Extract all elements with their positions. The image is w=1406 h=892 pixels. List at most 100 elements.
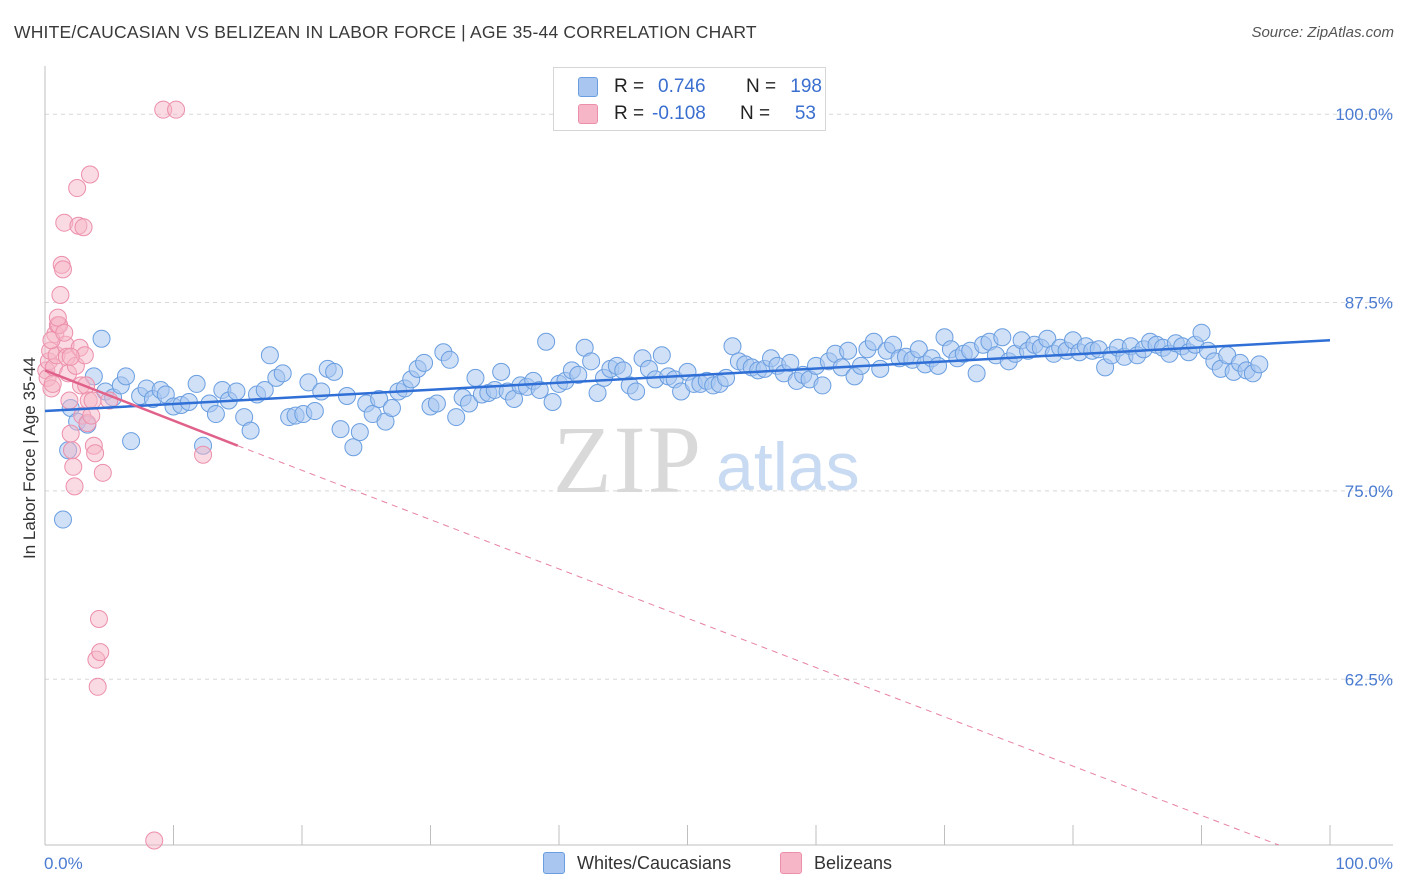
belizean-point bbox=[55, 323, 74, 342]
white-caucasian-point bbox=[241, 421, 260, 440]
white-caucasian-point bbox=[871, 359, 890, 378]
white-caucasian-point bbox=[967, 364, 986, 383]
legend-swatch-belizeans bbox=[780, 852, 802, 874]
legend-n-label: N = bbox=[746, 76, 777, 97]
belizean-point bbox=[74, 218, 93, 237]
legend-swatch-whites bbox=[578, 77, 598, 97]
white-caucasian-point bbox=[382, 399, 401, 418]
belizean-point bbox=[51, 286, 70, 305]
y-tick-label: 62.5% bbox=[1345, 670, 1393, 689]
y-tick-labels: 62.5% 75.0% 87.5% 100.0% bbox=[1335, 105, 1393, 689]
white-caucasian-point bbox=[299, 373, 318, 392]
white-caucasian-point bbox=[92, 329, 111, 348]
watermark-atlas: atlas bbox=[716, 429, 860, 505]
white-caucasian-point bbox=[1038, 329, 1057, 348]
x-tick-label-max: 100.0% bbox=[1335, 854, 1393, 873]
white-caucasian-point bbox=[312, 382, 331, 401]
belizean-point bbox=[86, 444, 105, 463]
white-caucasian-point bbox=[530, 380, 549, 399]
white-caucasian-trend-line bbox=[44, 338, 1331, 413]
white-caucasian-point bbox=[582, 352, 601, 371]
belizean-point bbox=[83, 391, 102, 410]
legend-row-belizeans: R = -0.108 N = 53 bbox=[578, 101, 816, 127]
legend-n-value: 198 bbox=[790, 76, 822, 97]
white-caucasian-point bbox=[447, 408, 466, 427]
chart-title: WHITE/CAUCASIAN VS BELIZEAN IN LABOR FOR… bbox=[14, 22, 757, 42]
belizean-point bbox=[89, 609, 108, 628]
belizean-point bbox=[68, 179, 87, 198]
x-tick-label-min: 0.0% bbox=[44, 854, 83, 873]
white-caucasian-point bbox=[723, 337, 742, 356]
white-caucasian-point bbox=[344, 438, 363, 457]
white-caucasian-point bbox=[331, 420, 350, 439]
white-caucasian-point bbox=[588, 383, 607, 402]
white-caucasian-point bbox=[537, 332, 556, 351]
belizean-point bbox=[43, 374, 62, 393]
white-caucasian-point bbox=[305, 402, 324, 421]
belizean-point bbox=[61, 424, 80, 443]
legend-label-belizeans: Belizeans bbox=[814, 852, 893, 873]
white-caucasian-point bbox=[53, 510, 72, 529]
belizean-point bbox=[194, 445, 213, 464]
legend-swatch-belizeans bbox=[578, 104, 598, 124]
watermark-zip: ZIP bbox=[553, 406, 703, 513]
white-caucasian-point bbox=[627, 382, 646, 401]
legend-r-value: -0.108 bbox=[652, 103, 706, 124]
belizean-point bbox=[61, 347, 80, 366]
watermark: ZIP atlas bbox=[553, 406, 860, 513]
white-caucasian-point bbox=[460, 394, 479, 413]
legend-r-label: R = bbox=[614, 103, 645, 124]
belizean-point bbox=[80, 165, 99, 184]
white-caucasian-point bbox=[415, 353, 434, 372]
belizean-point bbox=[88, 677, 107, 696]
white-caucasian-point bbox=[909, 340, 928, 359]
belizean-point bbox=[53, 260, 72, 279]
white-caucasian-point bbox=[569, 365, 588, 384]
white-caucasian-point bbox=[839, 341, 858, 360]
belizean-point bbox=[62, 441, 81, 460]
white-caucasian-point bbox=[227, 382, 246, 401]
white-caucasian-point bbox=[122, 432, 141, 451]
legend-row-whites: R = 0.746 N = 198 bbox=[578, 74, 822, 100]
white-caucasian-point bbox=[466, 368, 485, 387]
white-caucasian-point bbox=[1192, 323, 1211, 342]
x-tick-labels: 0.0% 100.0% bbox=[44, 854, 1393, 873]
legend-item-whites: Whites/Caucasians bbox=[543, 852, 731, 874]
series-legend: Whites/Caucasians Belizeans bbox=[0, 852, 1406, 876]
belizean-point bbox=[93, 463, 112, 482]
legend-item-belizeans: Belizeans bbox=[780, 852, 892, 874]
white-caucasian-point bbox=[864, 332, 883, 351]
belizean-point bbox=[48, 308, 67, 327]
belizean-point bbox=[65, 477, 84, 496]
belizean-point bbox=[145, 831, 164, 850]
belizean-trend-extrapolation bbox=[237, 445, 1279, 846]
correlation-legend: R = 0.746 N = 198 R = -0.108 N = 53 bbox=[553, 67, 826, 131]
belizean-point bbox=[91, 643, 110, 662]
belizean-point bbox=[167, 100, 186, 119]
trend-lines bbox=[44, 338, 1331, 846]
y-tick-label: 87.5% bbox=[1345, 294, 1393, 313]
legend-r-value: 0.746 bbox=[658, 76, 706, 97]
y-axis-label: In Labor Force | Age 35-44 bbox=[20, 357, 39, 559]
white-caucasian-point bbox=[427, 394, 446, 413]
white-caucasian-point bbox=[273, 364, 292, 383]
white-caucasian-point bbox=[492, 362, 511, 381]
belizean-point bbox=[60, 391, 79, 410]
white-caucasian-point bbox=[350, 423, 369, 442]
y-tick-label: 100.0% bbox=[1335, 105, 1393, 124]
white-caucasian-point bbox=[440, 350, 459, 369]
legend-swatch-whites bbox=[543, 852, 565, 874]
white-caucasian-point bbox=[929, 356, 948, 375]
belizean-trend-line bbox=[44, 369, 239, 447]
axes bbox=[44, 66, 1393, 846]
white-caucasian-point bbox=[614, 361, 633, 380]
white-caucasian-point bbox=[813, 376, 832, 395]
white-caucasian-point bbox=[993, 328, 1012, 347]
white-caucasian-point bbox=[652, 346, 671, 365]
belizean-points bbox=[37, 100, 213, 850]
white-caucasian-point bbox=[206, 405, 225, 424]
white-caucasian-point bbox=[187, 374, 206, 393]
white-caucasian-point bbox=[325, 362, 344, 381]
white-caucasian-point bbox=[260, 346, 279, 365]
